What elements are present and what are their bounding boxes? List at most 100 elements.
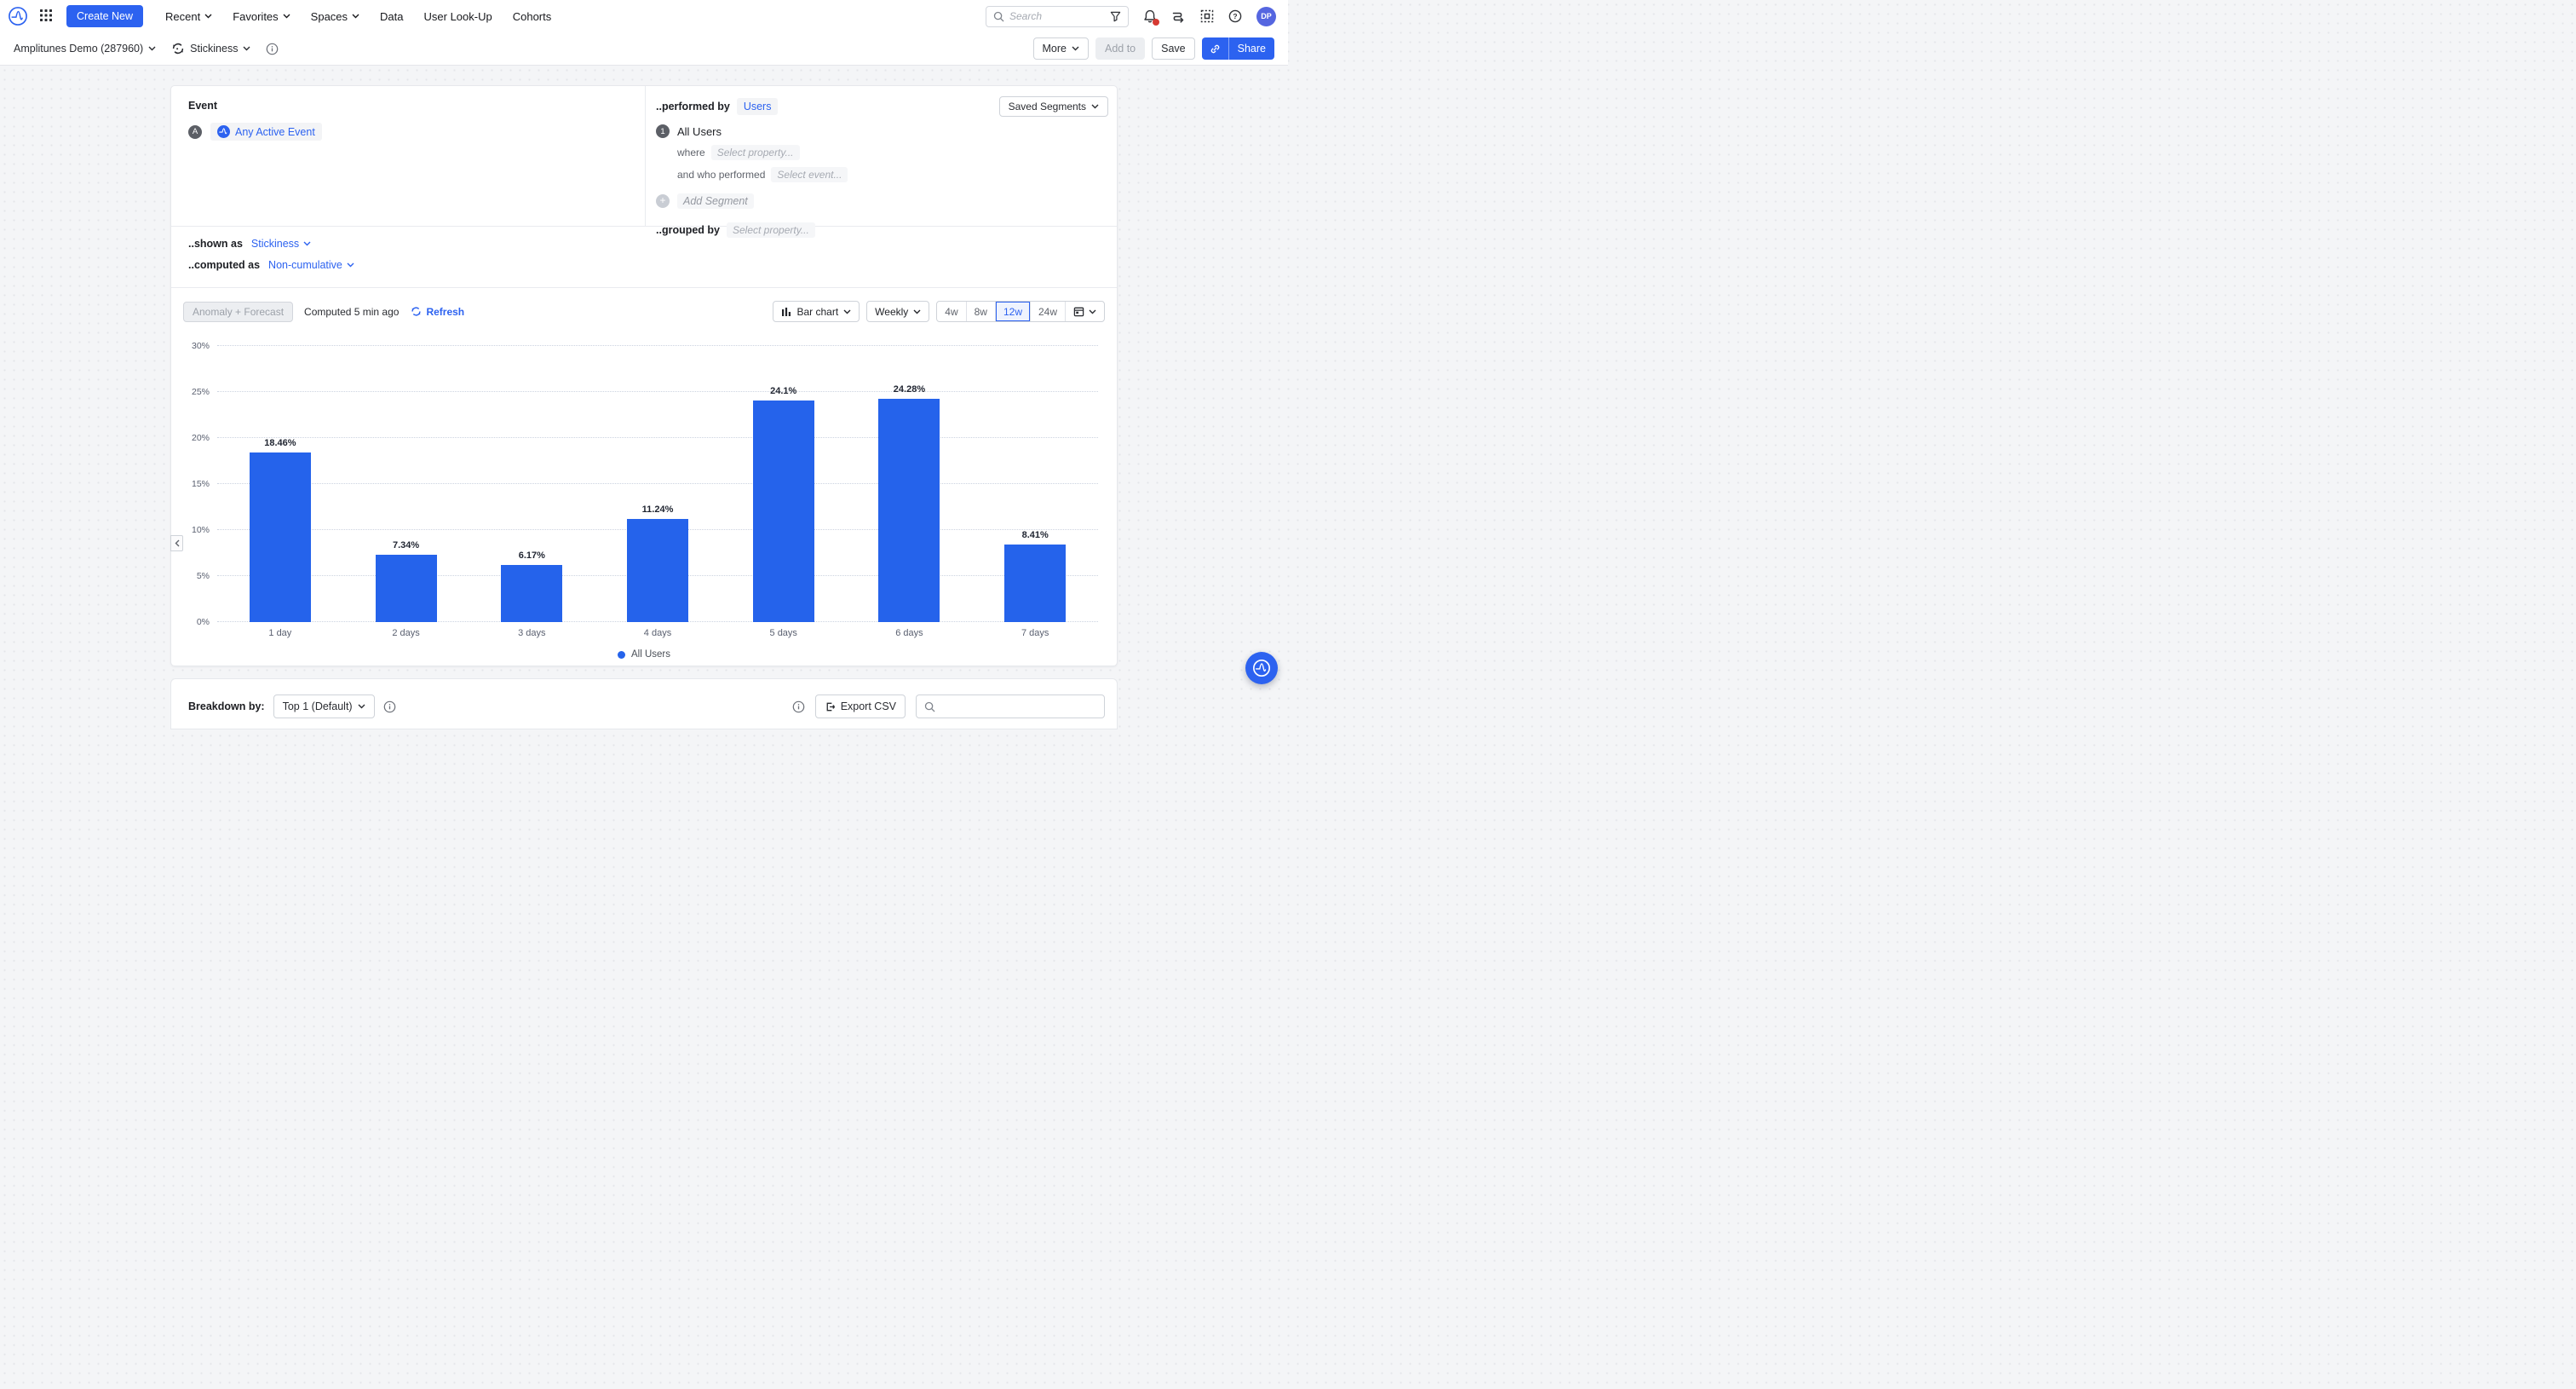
copy-link-button[interactable] — [1201, 37, 1229, 60]
x-tick-label: 7 days — [1021, 628, 1049, 638]
bar-5-days[interactable] — [752, 400, 814, 622]
share-button[interactable]: Share — [1228, 37, 1274, 60]
chevron-down-icon — [843, 309, 851, 314]
segment-name[interactable]: All Users — [677, 124, 722, 138]
info-icon[interactable] — [383, 700, 396, 713]
bar-value-label: 7.34% — [392, 539, 420, 550]
user-avatar[interactable]: DP — [1256, 6, 1276, 26]
link-icon — [1210, 44, 1219, 53]
info-icon[interactable] — [792, 700, 805, 713]
chart-legend: All Users — [183, 649, 1105, 660]
range-24w[interactable]: 24w — [1029, 302, 1065, 321]
save-button[interactable]: Save — [1152, 37, 1195, 60]
x-tick-label: 4 days — [643, 628, 672, 638]
computed-as-selector[interactable]: Non-cumulative — [268, 259, 354, 271]
chart-type-dropdown[interactable]: Bar chart — [773, 301, 860, 322]
search-icon — [924, 701, 935, 712]
chevron-left-icon — [175, 539, 179, 547]
bar-chart-icon — [782, 307, 791, 316]
nav-item-recent[interactable]: Recent — [165, 10, 212, 23]
y-tick-label: 0% — [196, 617, 210, 627]
range-segmented: 4w 8w 12w 24w — [936, 301, 1105, 322]
svg-text:?: ? — [1233, 12, 1237, 20]
grouped-by-label: ..grouped by — [656, 224, 720, 236]
saved-segments-button[interactable]: Saved Segments — [998, 96, 1108, 117]
global-search[interactable] — [986, 5, 1129, 27]
info-icon[interactable] — [266, 43, 279, 55]
y-tick-label: 25% — [191, 387, 210, 397]
bar-2-days[interactable] — [375, 554, 437, 622]
bar-value-label: 24.28% — [893, 383, 926, 395]
chevron-down-icon — [913, 309, 921, 314]
export-csv-button[interactable]: Export CSV — [814, 694, 906, 718]
chart-type-selector[interactable]: Stickiness — [171, 42, 250, 55]
range-8w[interactable]: 8w — [965, 302, 995, 321]
export-csv-label: Export CSV — [840, 700, 896, 712]
performed-by-label: ..performed by — [656, 101, 730, 112]
nav-item-user-look-up[interactable]: User Look-Up — [424, 10, 492, 23]
refresh-icon — [411, 307, 422, 316]
anomaly-forecast-button[interactable]: Anomaly + Forecast — [183, 301, 294, 322]
chevron-down-icon — [243, 46, 250, 51]
nav-item-label: User Look-Up — [423, 9, 492, 23]
performed-by-chip[interactable]: Users — [736, 98, 779, 115]
nav-item-favorites[interactable]: Favorites — [233, 10, 290, 23]
apps-grid-icon[interactable] — [39, 9, 55, 24]
grouped-by-row: ..grouped by Select property... — [656, 222, 1108, 238]
bar-column: 6.17% — [469, 346, 595, 622]
grouped-by-selector[interactable]: Select property... — [727, 222, 815, 238]
breakdown-search[interactable] — [916, 694, 1105, 718]
bar-6-days[interactable] — [878, 398, 940, 622]
segment-panel: ..performed by Users Saved Segments 1 Al… — [646, 86, 1117, 238]
computed-as-label: ..computed as — [188, 259, 261, 271]
add-segment-plus-icon[interactable]: + — [656, 194, 670, 208]
interval-dropdown[interactable]: Weekly — [866, 301, 930, 322]
create-new-button[interactable]: Create New — [66, 5, 143, 27]
range-12w[interactable]: 12w — [994, 302, 1030, 321]
collapse-panel-button[interactable] — [170, 535, 183, 551]
help-icon[interactable]: ? — [1228, 9, 1242, 23]
who-performed-event-selector[interactable]: Select event... — [771, 167, 848, 182]
where-property-selector[interactable]: Select property... — [710, 145, 800, 160]
notification-dot — [1153, 18, 1159, 26]
saved-segments-label: Saved Segments — [1008, 101, 1086, 112]
event-chip[interactable]: Any Active Event — [210, 123, 322, 141]
project-name: Amplitunes Demo (287960) — [14, 43, 144, 55]
search-input[interactable] — [1009, 10, 1105, 22]
chart-type-value: Bar chart — [796, 305, 839, 318]
bar-column: 7.34% — [343, 346, 469, 622]
bar-7-days[interactable] — [1004, 545, 1067, 622]
dashed-select-icon[interactable] — [1200, 9, 1214, 23]
amplitude-assistant-fab[interactable] — [1245, 652, 1278, 684]
nav-item-data[interactable]: Data — [380, 10, 403, 23]
x-tick-label: 2 days — [392, 628, 420, 638]
breakdown-selector[interactable]: Top 1 (Default) — [273, 694, 375, 718]
project-selector[interactable]: Amplitunes Demo (287960) — [14, 43, 156, 55]
bar-3-days[interactable] — [501, 565, 563, 622]
add-to-button[interactable]: Add to — [1095, 37, 1146, 60]
share-split-button: Share — [1201, 37, 1274, 60]
x-axis-labels: 1 day 2 days 3 days 4 days 5 days 6 days 7 day… — [217, 628, 1098, 638]
gridline — [217, 345, 1098, 346]
event-name: Any Active Event — [235, 125, 315, 138]
nav-item-spaces[interactable]: Spaces — [311, 10, 359, 23]
pathways-icon[interactable] — [1171, 10, 1186, 23]
amplitude-logo-icon[interactable] — [9, 7, 27, 26]
notifications-bell-icon[interactable] — [1143, 9, 1159, 26]
shown-as-selector[interactable]: Stickiness — [251, 238, 311, 250]
refresh-button[interactable]: Refresh — [411, 306, 464, 318]
chart-section: Anomaly + Forecast Computed 5 min ago Re… — [171, 288, 1117, 660]
breakdown-search-input[interactable] — [941, 700, 1096, 712]
bar-4-days[interactable] — [627, 518, 689, 622]
range-4w[interactable]: 4w — [945, 305, 958, 318]
gridline — [217, 391, 1098, 392]
y-tick-label: 30% — [191, 341, 210, 351]
computed-timestamp: Computed 5 min ago — [304, 305, 400, 318]
legend-series-name: All Users — [630, 649, 670, 660]
add-segment-button[interactable]: Add Segment — [677, 193, 754, 209]
bar-1-day[interactable] — [249, 452, 311, 622]
filter-funnel-icon[interactable] — [1110, 11, 1121, 22]
more-button[interactable]: More — [1032, 37, 1089, 60]
nav-item-cohorts[interactable]: Cohorts — [513, 10, 552, 23]
date-range-calendar[interactable] — [1065, 302, 1104, 321]
